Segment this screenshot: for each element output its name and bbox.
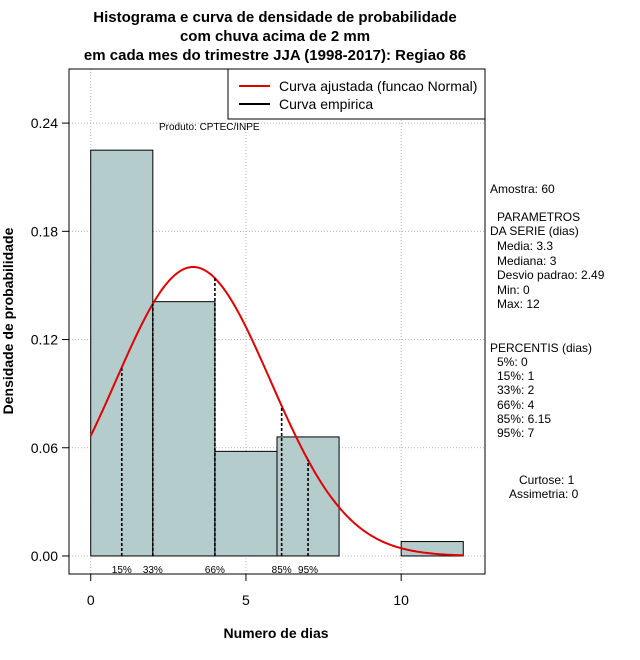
percentiles-title: PERCENTIS (dias) bbox=[490, 341, 593, 355]
y-tick-label-0: 0.00 bbox=[31, 548, 58, 564]
legend-box bbox=[227, 68, 486, 120]
params-title-2: DA SERIE (dias) bbox=[490, 224, 579, 238]
histogram-bars bbox=[90, 149, 464, 557]
y-axis-label: Densidade de probabilidade bbox=[0, 227, 16, 414]
legend-label-empirical: Curva empirica bbox=[279, 96, 373, 112]
percentile-66: 66%: 4 bbox=[497, 398, 535, 412]
percentile-15: 15%: 1 bbox=[497, 369, 535, 383]
chart-title-line-1: Histograma e curva de densidade de proba… bbox=[93, 9, 456, 26]
stat-min: Min: 0 bbox=[497, 283, 530, 297]
percentile-5: 5%: 0 bbox=[497, 355, 528, 369]
y-tick-label-2: 0.12 bbox=[31, 332, 58, 348]
histogram-bar-2 bbox=[214, 450, 278, 557]
percentile-label-4: 95% bbox=[298, 565, 318, 576]
y-tick-label-4: 0.24 bbox=[31, 115, 58, 131]
percentile-label-2: 66% bbox=[205, 565, 225, 576]
product-note: Produto: CPTEC/INPE bbox=[159, 122, 260, 133]
legend-label-normal: Curva ajustada (funcao Normal) bbox=[279, 78, 477, 94]
chart-title-line-3: em cada mes do trimestre JJA (1998-2017)… bbox=[84, 47, 466, 64]
x-axis: 0 5 10 bbox=[87, 573, 409, 608]
params-title-1: PARAMETROS bbox=[497, 210, 581, 224]
legend: Curva ajustada (funcao Normal) Curva emp… bbox=[227, 68, 486, 120]
percentile-95: 95%: 7 bbox=[497, 426, 535, 440]
x-tick-label-2: 10 bbox=[393, 592, 409, 608]
kurtosis: Curtose: 1 bbox=[519, 473, 575, 487]
chart-title-line-2: com chuva acima de 2 mm bbox=[180, 28, 370, 45]
sample-size: Amostra: 60 bbox=[490, 182, 555, 196]
x-axis-label: Numero de dias bbox=[223, 625, 328, 641]
stat-mean: Media: 3.3 bbox=[497, 239, 554, 253]
y-tick-label-3: 0.18 bbox=[31, 223, 58, 239]
histogram-bar-1 bbox=[152, 301, 216, 557]
y-axis: 0.00 0.06 0.12 0.18 0.24 bbox=[31, 115, 70, 564]
percentile-label-0: 15% bbox=[112, 565, 132, 576]
percentile-label-3: 85% bbox=[272, 565, 292, 576]
percentile-85: 85%: 6.15 bbox=[497, 412, 552, 426]
histogram-bar-3 bbox=[276, 436, 340, 557]
x-tick-label-0: 0 bbox=[87, 592, 95, 608]
stat-max: Max: 12 bbox=[497, 297, 540, 311]
stat-stddev: Desvio padrao: 2.49 bbox=[497, 268, 605, 282]
stat-median: Mediana: 3 bbox=[497, 254, 557, 268]
x-tick-label-1: 5 bbox=[242, 592, 250, 608]
percentile-33: 33%: 2 bbox=[497, 383, 535, 397]
skewness: Assimetria: 0 bbox=[509, 487, 579, 501]
percentile-label-1: 33% bbox=[143, 565, 163, 576]
y-tick-label-1: 0.06 bbox=[31, 440, 58, 456]
percentile-lines: 15% 33% 66% 85% 95% bbox=[112, 278, 318, 576]
